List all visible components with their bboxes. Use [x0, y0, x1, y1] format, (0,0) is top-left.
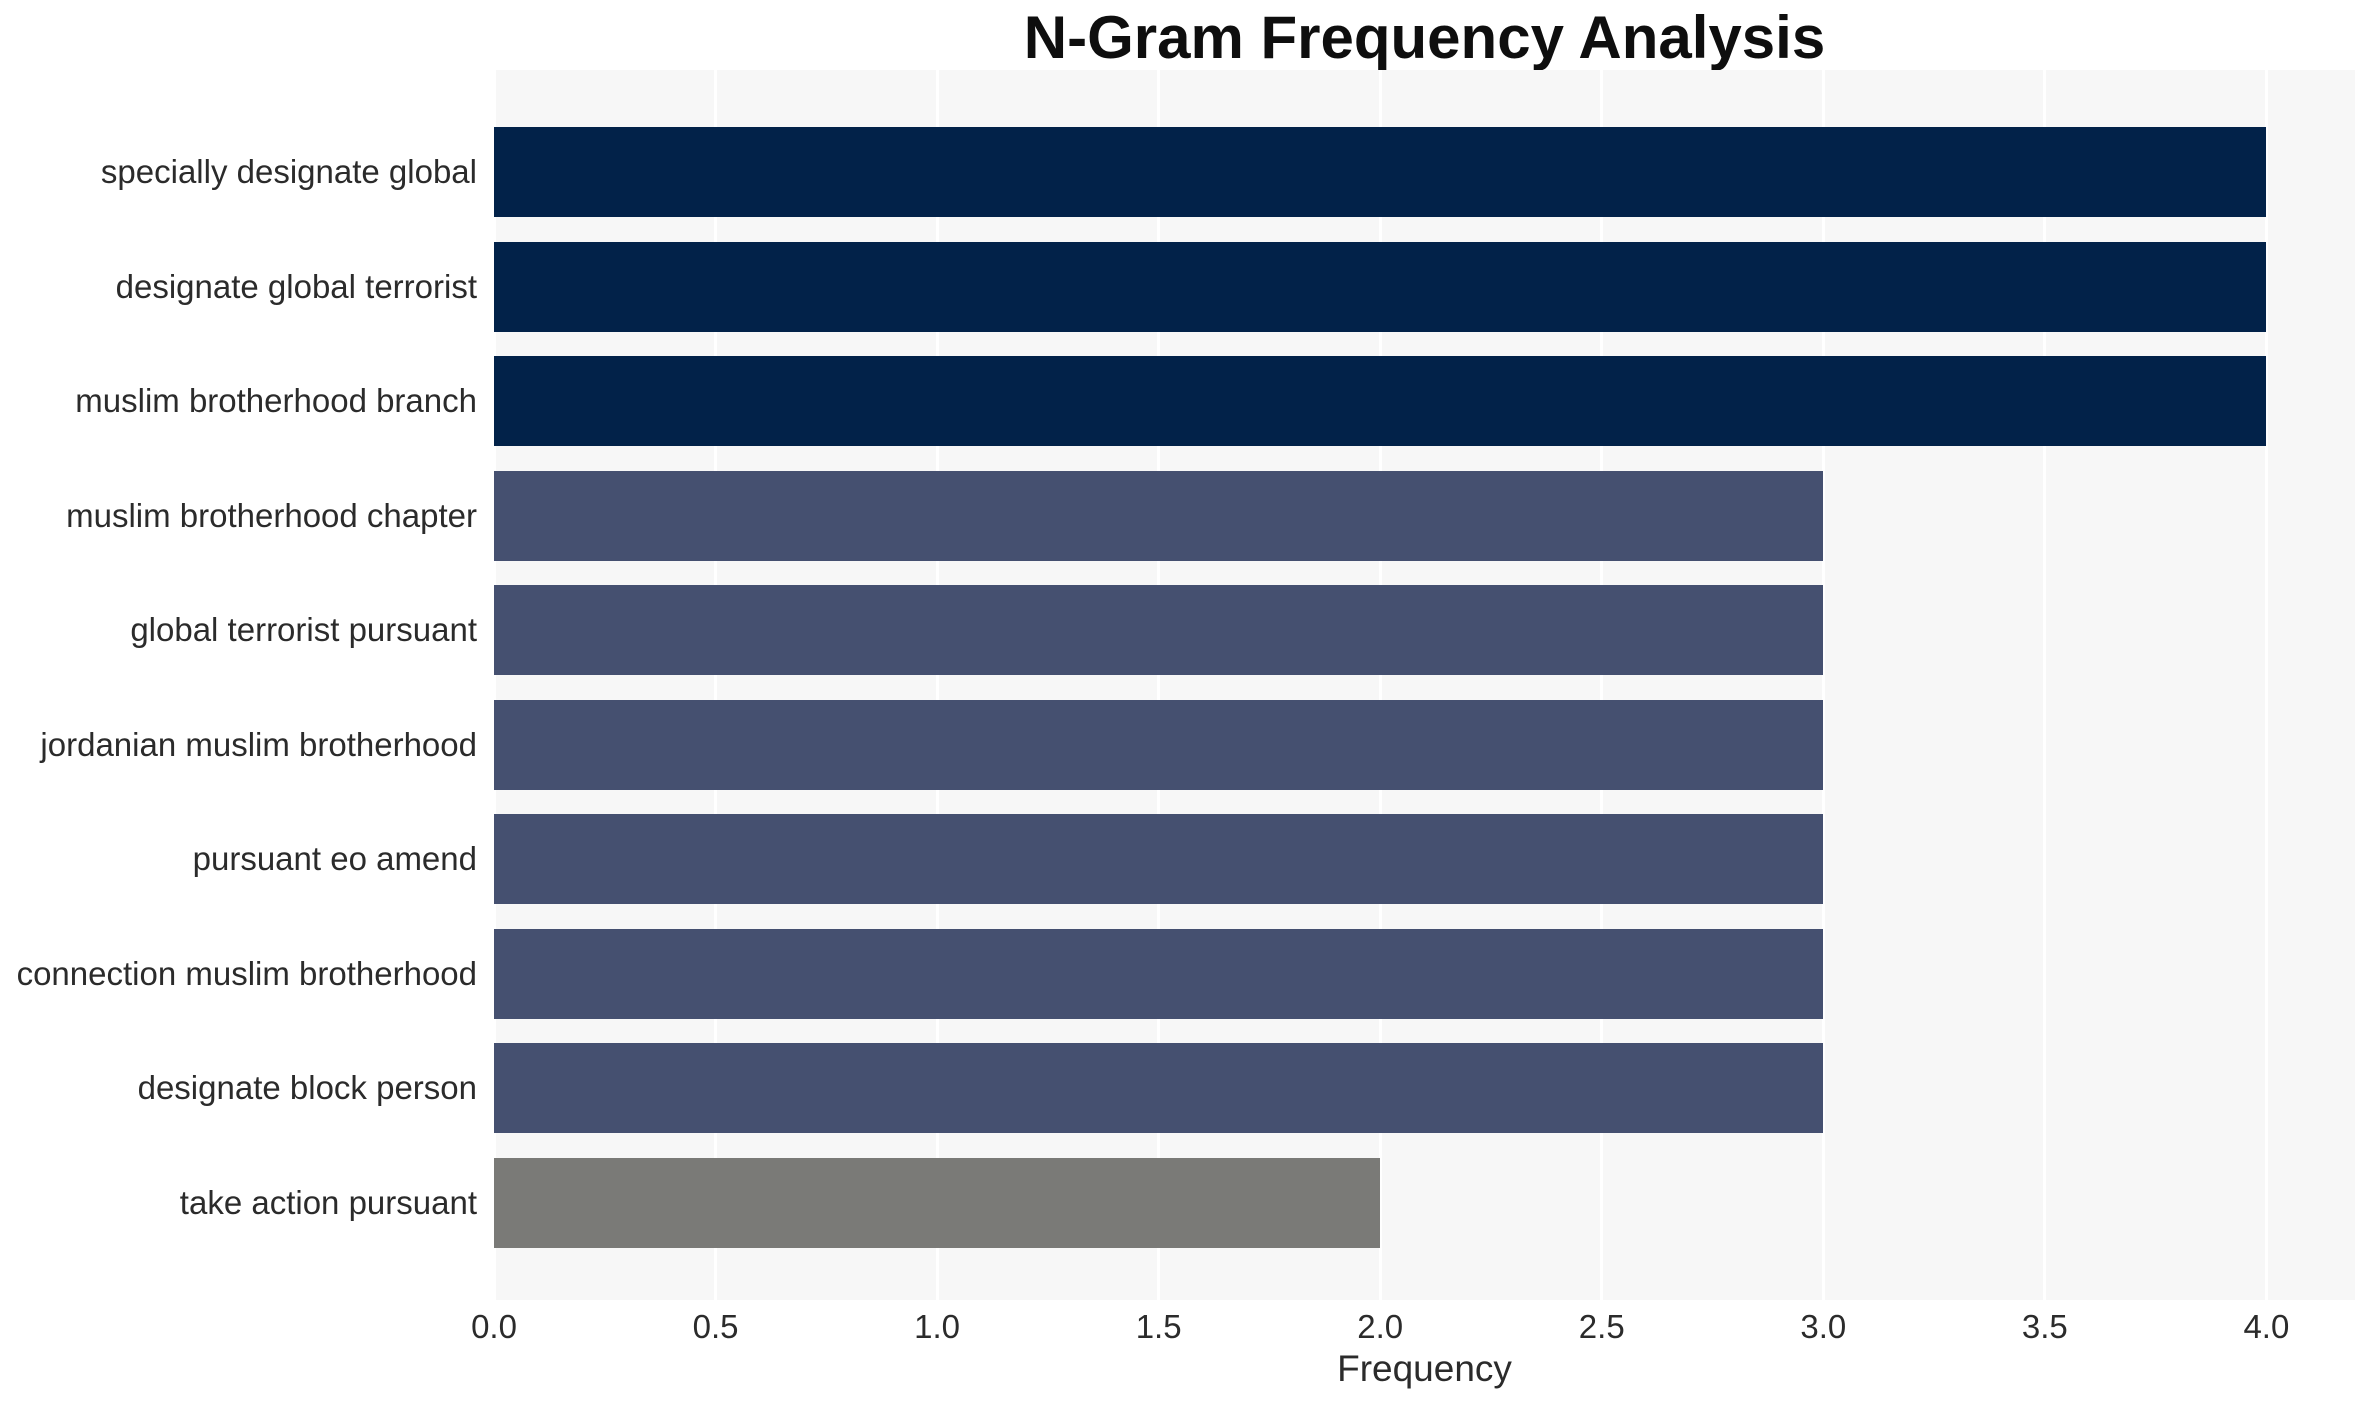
- gridline: [714, 70, 718, 1300]
- bar-track: [494, 699, 2355, 790]
- bar-track: [494, 356, 2355, 447]
- bar: [494, 241, 2267, 332]
- bar-track: [494, 470, 2355, 561]
- y-axis-label: designate block person: [137, 1069, 477, 1107]
- y-axis-label: designate global terrorist: [115, 267, 477, 305]
- gridline: [492, 70, 496, 1300]
- y-axis-label: global terrorist pursuant: [130, 611, 477, 649]
- plot-area: specially designate global designate glob…: [17, 70, 2355, 1300]
- y-axis-label: take action pursuant: [179, 1183, 477, 1221]
- x-tick-label: 0.5: [692, 1308, 739, 1345]
- y-axis-label: muslim brotherhood chapter: [66, 496, 477, 534]
- gridline: [2043, 70, 2047, 1300]
- bar-track: [494, 127, 2355, 217]
- bar: [494, 356, 2267, 447]
- chart-row: connection muslim brotherhood: [0, 928, 2374, 1019]
- x-tick-label: 4.0: [2243, 1308, 2290, 1345]
- gridline: [1821, 70, 1825, 1300]
- x-tick-label: 3.5: [2021, 1308, 2068, 1345]
- chart-row: jordanian muslim brotherhood: [0, 699, 2374, 790]
- x-tick-label: 1.0: [914, 1308, 961, 1345]
- chart-row: designate global terrorist: [0, 241, 2374, 332]
- y-axis-label: connection muslim brotherhood: [16, 954, 477, 992]
- bars-layer: specially designate global designate glob…: [0, 70, 2374, 1300]
- chart-row: global terrorist pursuant: [0, 585, 2374, 676]
- chart-row: muslim brotherhood chapter: [0, 470, 2374, 561]
- y-axis-label: jordanian muslim brotherhood: [40, 725, 477, 763]
- gridline: [2264, 70, 2268, 1300]
- bar: [494, 470, 1824, 561]
- bar: [494, 1157, 1381, 1248]
- chart-row: specially designate global: [0, 127, 2374, 217]
- bar: [494, 814, 1824, 905]
- y-axis-label: pursuant eo amend: [192, 840, 477, 878]
- chart-row: designate block person: [0, 1043, 2374, 1134]
- y-axis-label: muslim brotherhood branch: [75, 382, 477, 420]
- chart-row: take action pursuant: [0, 1157, 2374, 1248]
- bar: [494, 127, 2267, 217]
- chart-row: muslim brotherhood branch: [0, 356, 2374, 447]
- bar: [494, 928, 1824, 1019]
- x-tick-label: 2.0: [1357, 1308, 1404, 1345]
- chart-title: N-Gram Frequency Analysis: [1023, 4, 1826, 71]
- x-axis-label: Frequency: [1337, 1348, 1512, 1389]
- bar-track: [494, 241, 2355, 332]
- bar: [494, 1043, 1824, 1134]
- x-axis: 0.0 0.5 1.0 1.5 2.0 2.5 3.0 3.5 4.0: [471, 1308, 2355, 1348]
- x-tick-label: 1.5: [1135, 1308, 1182, 1345]
- bar-track: [494, 928, 2355, 1019]
- y-axis-label: specially designate global: [100, 153, 477, 190]
- gridline: [1157, 70, 1161, 1300]
- x-tick-label: 3.0: [1800, 1308, 1847, 1345]
- bar: [494, 699, 1824, 790]
- gridline: [935, 70, 939, 1300]
- bar-track: [494, 585, 2355, 676]
- bar-track: [494, 1043, 2355, 1134]
- x-tick-label: 2.5: [1578, 1308, 1625, 1345]
- chart-row: pursuant eo amend: [0, 814, 2374, 905]
- bar: [494, 585, 1824, 676]
- gridline: [1378, 70, 1382, 1300]
- x-tick-label: 0.0: [471, 1308, 517, 1345]
- bar-track: [494, 1157, 2355, 1248]
- bar-track: [494, 814, 2355, 905]
- gridline: [1600, 70, 1604, 1300]
